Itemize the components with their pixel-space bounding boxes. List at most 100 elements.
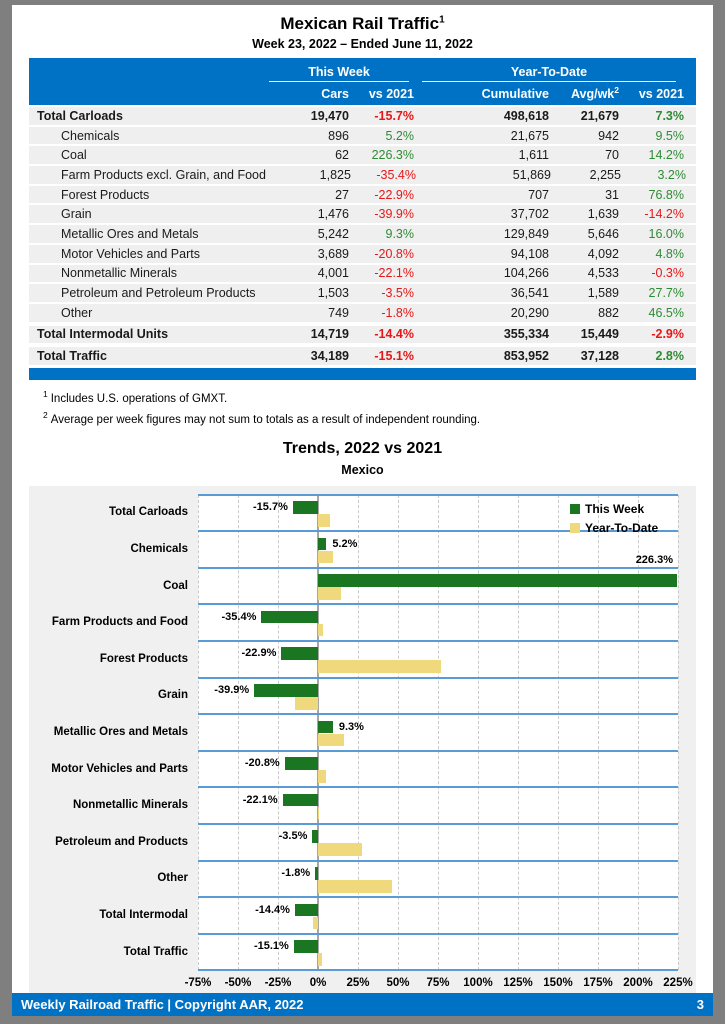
week-vs-2021-value: -20.8% (374, 246, 414, 261)
report-page: Mexican Rail Traffic1 Week 23, 2022 – En… (12, 5, 713, 1016)
avg-per-week-value: 37,128 (580, 349, 619, 364)
page-title-text: Mexican Rail Traffic (280, 14, 440, 33)
chart-x-tick: 175% (583, 977, 613, 990)
chart-category-label: Petroleum and Products (55, 835, 188, 848)
chart-bar-this-week (312, 830, 318, 843)
chart-bar-year-to-date (318, 733, 344, 747)
footnote-1: 1 Includes U.S. operations of GMXT. (43, 389, 696, 405)
chart-bar-year-to-date (318, 587, 341, 600)
vertical-gridline (398, 494, 399, 971)
week-vs-2021-value: -3.5% (381, 286, 414, 301)
chart-category-label: Total Intermodal (99, 908, 188, 921)
row-label: Forest Products (61, 187, 150, 202)
cumulative-value: 498,618 (503, 108, 549, 123)
chart-bar-year-to-date (318, 514, 330, 527)
week-vs-2021-value: -39.9% (374, 207, 414, 222)
ytd-vs-2021-value: 14.2% (648, 148, 684, 163)
legend-swatch-icon (570, 523, 580, 534)
vertical-gridline (278, 494, 279, 971)
table-row: Total Traffic 34,189 -15.1% 853,952 37,128 2.… (29, 347, 696, 365)
legend-label: This Week (585, 502, 645, 517)
chart-bar-this-week (282, 793, 318, 807)
table-row: Motor Vehicles and Parts 3,689 -20.8% 94,10… (29, 244, 696, 263)
footer-page-number: 3 (696, 997, 704, 1012)
chart-category-label: Coal (163, 579, 188, 592)
chart-bar-year-to-date (318, 660, 441, 673)
row-label: Metallic Ores and Metals (61, 226, 199, 241)
chart-x-tick: 100% (463, 977, 493, 990)
week-vs-2021-value: -22.1% (374, 266, 414, 281)
table-row: Grain 1,476 -39.9% 37,702 1,639 -14.2% (29, 205, 696, 224)
footer-text: Weekly Railroad Traffic | Copyright AAR,… (21, 997, 304, 1012)
cars-value: 1,825 (319, 167, 351, 182)
avg-per-week-value: 4,533 (587, 266, 619, 281)
traffic-table: This Week Year-To-Date Cars vs 2021 Cumu… (29, 58, 696, 380)
chart-x-tick: 200% (623, 977, 653, 990)
chart-x-tick: 0% (309, 977, 327, 990)
category-separator-line (198, 713, 678, 716)
chart-subtitle: Mexico (341, 462, 384, 477)
avg-per-week-value: 1,589 (587, 286, 619, 301)
chart-data-label: -39.9% (214, 684, 250, 697)
chart-bar-this-week (293, 940, 318, 953)
chart-x-tick: 25% (346, 977, 370, 990)
chart-bar-this-week (292, 501, 318, 514)
cars-value: 896 (328, 128, 349, 143)
week-vs-2021-value: -22.9% (374, 187, 414, 202)
chart-x-tick: -75% (184, 977, 212, 990)
vertical-gridline (518, 494, 519, 971)
category-separator-line (198, 786, 678, 789)
footnote-2-text: Average per week figures may not sum to … (50, 413, 481, 426)
table-row: Nonmetallic Minerals 4,001 -22.1% 104,266 4,… (29, 264, 696, 283)
legend-swatch-icon (570, 504, 580, 515)
chart-category-label: Metallic Ores and Metals (53, 725, 188, 738)
cumulative-value: 129,849 (503, 226, 549, 241)
chart-data-label: -14.4% (255, 903, 290, 916)
chart-bar-year-to-date (318, 843, 363, 856)
avg-label: Avg/wk (570, 87, 615, 102)
chart-bar-this-week (261, 610, 318, 624)
category-separator-line (198, 969, 678, 972)
avg-per-week-value: 882 (598, 305, 619, 320)
table-row: Coal 62 226.3% 1,611 70 14.2% (29, 146, 696, 165)
chart-x-tick: 75% (426, 977, 450, 990)
cumulative-value: 20,290 (510, 305, 549, 320)
avg-per-week-value: 5,646 (587, 226, 619, 241)
chart-x-tick: 150% (543, 977, 573, 990)
row-label: Other (61, 305, 93, 320)
chart-data-label: -35.4% (221, 610, 257, 623)
chart-data-label: 5.2% (332, 537, 358, 550)
row-label: Total Carloads (37, 108, 123, 123)
chart-bar-year-to-date (317, 806, 320, 820)
ytd-vs-2021-value: 2.8% (655, 349, 685, 364)
cars-value: 27 (335, 187, 349, 202)
chart-bar-year-to-date (313, 916, 318, 930)
col-header-avg-per-week: Avg/wk2 (549, 85, 619, 101)
chart-category-label: Total Traffic (123, 945, 188, 958)
cars-value: 3,689 (317, 246, 349, 261)
vertical-gridline (478, 494, 479, 971)
category-separator-line (198, 896, 678, 899)
category-separator-line (198, 822, 678, 825)
chart-category-label: Forest Products (99, 652, 188, 665)
table-row: Total Intermodal Units 14,719 -14.4% 355,33… (29, 325, 696, 344)
cumulative-value: 51,869 (512, 167, 551, 182)
cars-value: 1,503 (317, 286, 349, 301)
vertical-gridline (198, 494, 199, 971)
footnotes: 1 Includes U.S. operations of GMXT. 2 Aver… (43, 389, 696, 426)
vertical-gridline (678, 494, 679, 971)
cumulative-value: 707 (528, 187, 549, 202)
avg-per-week-value: 15,449 (580, 327, 619, 342)
chart-data-label: -20.8% (244, 757, 280, 770)
category-separator-line (198, 859, 678, 862)
vertical-gridline (558, 494, 559, 971)
avg-per-week-value: 1,639 (587, 207, 619, 222)
category-separator-line (198, 566, 678, 569)
table-row: Total Carloads 19,470 -15.7% 498,618 21,679 7… (29, 107, 696, 125)
legend-item: This Week (570, 500, 658, 519)
vertical-gridline (598, 494, 599, 971)
ytd-vs-2021-value: -14.2% (644, 207, 684, 222)
footnote-1-text: Includes U.S. operations of GMXT. (50, 392, 228, 405)
category-separator-line (198, 639, 678, 642)
avg-per-week-value: 4,092 (587, 246, 619, 261)
